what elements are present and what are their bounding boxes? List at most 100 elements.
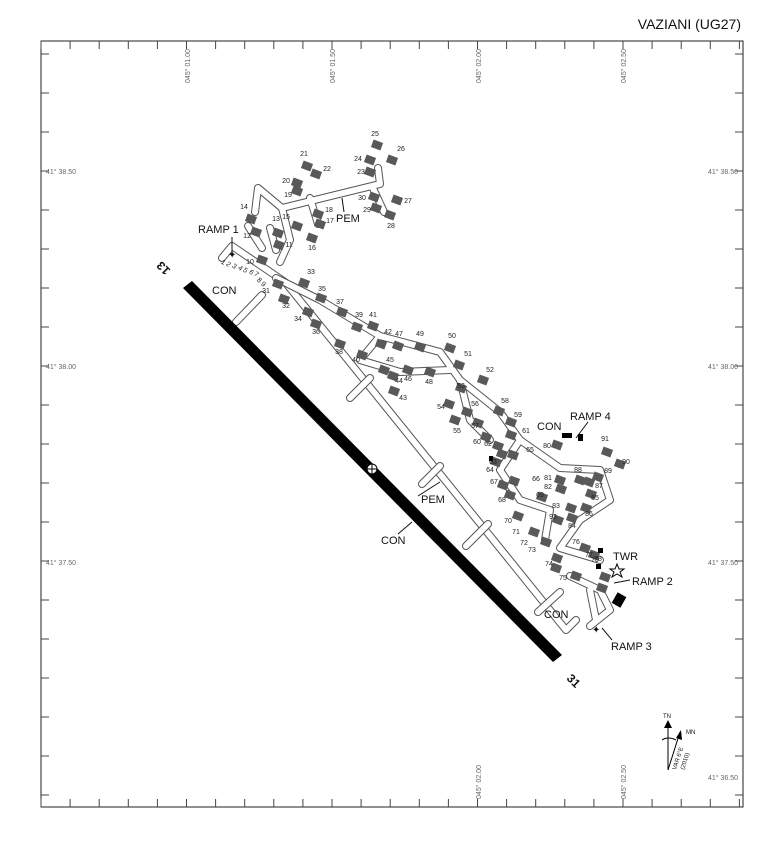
stand-number-label: 82 xyxy=(544,484,552,491)
lat-label-left: 41° 37.50 xyxy=(46,559,76,567)
con-label: CON xyxy=(381,535,406,547)
true-north-label: TN xyxy=(663,714,671,720)
stand-number-label: 31 xyxy=(262,288,270,295)
hardstand-pad xyxy=(584,488,598,500)
stand-number-label: 65 xyxy=(526,447,534,454)
hardstand-pad xyxy=(452,359,466,371)
stand-number-label: 55 xyxy=(453,428,461,435)
lon-label-top: 045° 01.50 xyxy=(329,49,337,83)
hardstand-pad xyxy=(350,321,364,333)
stand-number-label: 13 xyxy=(272,216,280,223)
stand-number-label: 41 xyxy=(369,312,377,319)
hardstand-pad xyxy=(301,306,315,318)
taxiway-network xyxy=(218,164,614,634)
stand-number-label: 16 xyxy=(308,245,316,252)
ramp-marker-icon: ✦ xyxy=(592,625,600,636)
hardstand-pad xyxy=(369,202,383,214)
hardstand-pad xyxy=(390,194,404,206)
hardstand-pad xyxy=(374,338,388,350)
stand-number-label: 57 xyxy=(471,423,479,430)
stand-number-label: 44 xyxy=(395,378,403,385)
stand-number-label: 26 xyxy=(397,146,405,153)
runway-end-13-label: 13 xyxy=(154,258,174,278)
lat-label-right: 41° 38.50 xyxy=(708,168,738,176)
hardstand-pad xyxy=(290,220,304,232)
hardstand-pad xyxy=(578,542,592,554)
hardstand-pad xyxy=(491,440,505,452)
hardstand-pad xyxy=(313,218,327,230)
stand-number-label: 20 xyxy=(282,178,290,185)
runway-end-31-label: 31 xyxy=(564,671,584,691)
north-arrow: TN MN VAR 6°E (2010) xyxy=(661,714,695,771)
stand-number-label: 23 xyxy=(357,169,365,176)
stand-number-label: 10 xyxy=(246,259,254,266)
stand-number-label: 88 xyxy=(574,467,582,474)
variation-year-label: (2010) xyxy=(680,752,691,770)
stand-number-label: 6 xyxy=(247,269,254,277)
hardstand-pad xyxy=(504,416,518,428)
stand-number-label: 74 xyxy=(545,561,553,568)
stand-number-label: 40 xyxy=(352,357,360,364)
hardstand-pad xyxy=(333,338,347,350)
stand-number-label: 54 xyxy=(437,404,445,411)
hardstand-pad xyxy=(591,471,605,483)
hardstand-pad xyxy=(573,474,587,486)
hardstand-pad xyxy=(387,385,401,397)
hardstand-pad xyxy=(527,526,541,538)
hardstand-pad xyxy=(309,318,323,330)
stand-number-label: 71 xyxy=(512,529,520,536)
hardstand-pad xyxy=(370,139,384,151)
stand-number-label: 33 xyxy=(307,269,315,276)
stand-number-label: 66 xyxy=(532,476,540,483)
hardstand-pad xyxy=(598,571,612,583)
twr-building xyxy=(611,592,627,608)
stand-number-label: 38 xyxy=(335,349,343,356)
hardstand-pad xyxy=(377,364,391,376)
graticule-labels: 045° 01.00 045° 01.50 045° 02.00 045° 02… xyxy=(46,49,738,799)
hardstand-pad xyxy=(300,160,314,172)
stand-number-label: 4 xyxy=(236,265,243,273)
lat-label-right: 41° 37.50 xyxy=(708,559,738,567)
con-label: CON xyxy=(537,421,562,433)
hardstand-pad xyxy=(471,417,485,429)
ramp3-label: RAMP 3 xyxy=(611,641,652,653)
hardstand-pad xyxy=(535,491,549,503)
hardstand-pad xyxy=(539,536,553,548)
stand-number-label: 42 xyxy=(384,329,392,336)
stand-number-label: 73 xyxy=(528,547,536,554)
hardstand-pad xyxy=(423,366,437,378)
stand-number-label: 46 xyxy=(404,376,412,383)
hardstand-pad xyxy=(551,514,565,526)
stand-number-label: 87 xyxy=(595,483,603,490)
stand-number-label: 32 xyxy=(282,303,290,310)
hardstand-pad xyxy=(443,342,457,354)
hardstand-pad xyxy=(553,474,567,486)
stand-number-label: 14 xyxy=(240,204,248,211)
hardstand-pad xyxy=(550,552,564,564)
hardstand-pad xyxy=(366,320,380,332)
stand-number-label: 63 xyxy=(489,459,497,466)
stand-number-label: 72 xyxy=(520,540,528,547)
stand-number-label: 78 xyxy=(594,556,602,563)
leader-lines xyxy=(231,197,631,641)
hardstand-pad xyxy=(272,239,286,251)
ramp4-building xyxy=(562,433,572,438)
stand-number-label: 83 xyxy=(552,503,560,510)
lat-label-left: 41° 38.50 xyxy=(46,168,76,176)
stand-number-label: 84 xyxy=(568,523,576,530)
pem-label: PEM xyxy=(421,494,445,506)
stand-number-label: 92 xyxy=(549,514,557,521)
hardstand-pad xyxy=(569,570,583,582)
ramp4-label: RAMP 4 xyxy=(570,411,611,423)
stand-number-label: 75 xyxy=(559,575,567,582)
stand-number-label: 15 xyxy=(282,214,290,221)
stand-number-label: 61 xyxy=(522,428,530,435)
hardstand-pad xyxy=(363,154,377,166)
hardstand-pad xyxy=(386,370,400,382)
hardstand-pad xyxy=(442,398,456,410)
magnetic-north-label: MN xyxy=(686,730,695,736)
hardstand-pad xyxy=(297,277,311,289)
stand-number-label: 64 xyxy=(486,467,494,474)
stand-number-label: 43 xyxy=(399,395,407,402)
